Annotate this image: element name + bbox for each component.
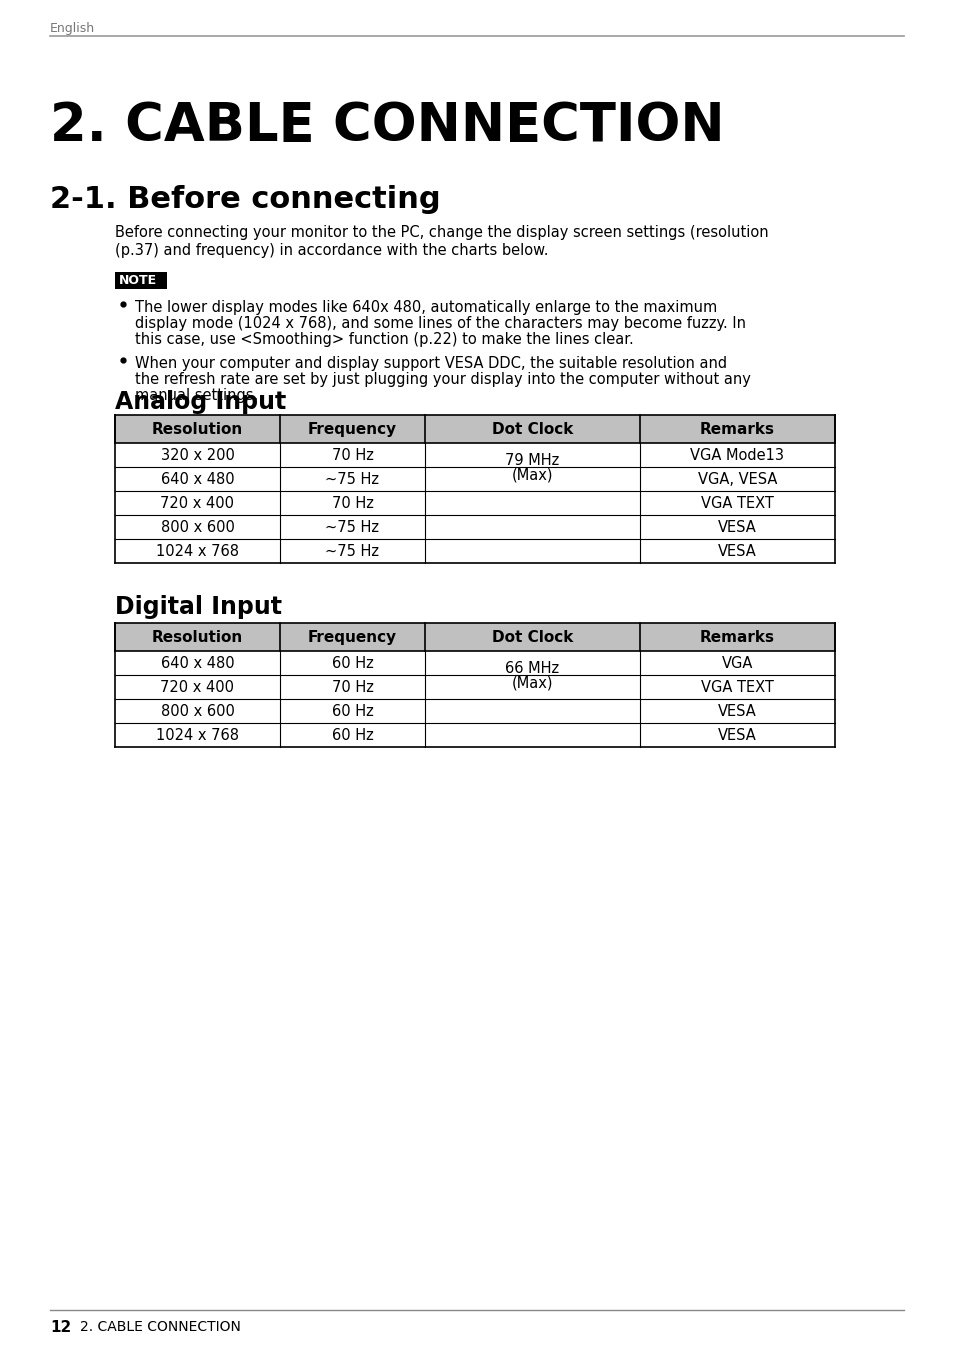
Text: (p.37) and frequency) in accordance with the charts below.: (p.37) and frequency) in accordance with… — [115, 243, 548, 257]
Text: 2. CABLE CONNECTION: 2. CABLE CONNECTION — [50, 100, 724, 152]
Text: Digital Input: Digital Input — [115, 594, 282, 619]
Text: 70 Hz: 70 Hz — [332, 496, 373, 511]
Text: Before connecting your monitor to the PC, change the display screen settings (re: Before connecting your monitor to the PC… — [115, 225, 768, 240]
Text: Resolution: Resolution — [152, 422, 243, 437]
Text: display mode (1024 x 768), and some lines of the characters may become fuzzy. In: display mode (1024 x 768), and some line… — [135, 315, 745, 332]
Text: Frequency: Frequency — [308, 422, 396, 437]
Text: 2-1. Before connecting: 2-1. Before connecting — [50, 185, 440, 214]
Text: Remarks: Remarks — [700, 422, 774, 437]
Text: 70 Hz: 70 Hz — [332, 679, 373, 696]
Text: VGA TEXT: VGA TEXT — [700, 496, 773, 511]
Text: Dot Clock: Dot Clock — [492, 630, 573, 644]
Text: 2. CABLE CONNECTION: 2. CABLE CONNECTION — [80, 1320, 240, 1335]
Text: this case, use <Smoothing> function (p.22) to make the lines clear.: this case, use <Smoothing> function (p.2… — [135, 332, 633, 346]
Text: Frequency: Frequency — [308, 630, 396, 644]
Text: 12: 12 — [50, 1320, 71, 1335]
Text: English: English — [50, 22, 95, 35]
Text: manual settings.: manual settings. — [135, 388, 258, 403]
Text: VESA: VESA — [718, 728, 756, 743]
Text: VGA: VGA — [721, 656, 753, 671]
Text: Analog Input: Analog Input — [115, 390, 286, 414]
Text: Dot Clock: Dot Clock — [492, 422, 573, 437]
Text: 800 x 600: 800 x 600 — [160, 704, 234, 718]
Text: ~75 Hz: ~75 Hz — [325, 520, 379, 535]
Text: VESA: VESA — [718, 704, 756, 718]
Text: 70 Hz: 70 Hz — [332, 448, 373, 462]
Text: VGA, VESA: VGA, VESA — [697, 472, 777, 487]
Text: 1024 x 768: 1024 x 768 — [156, 545, 239, 559]
Text: (Max): (Max) — [511, 466, 553, 483]
Text: The lower display modes like 640x 480, automatically enlarge to the maximum: The lower display modes like 640x 480, a… — [135, 301, 717, 315]
Text: ~75 Hz: ~75 Hz — [325, 545, 379, 559]
Text: (Max): (Max) — [511, 675, 553, 690]
Text: 66 MHz: 66 MHz — [505, 661, 559, 675]
Text: the refresh rate are set by just plugging your display into the computer without: the refresh rate are set by just pluggin… — [135, 372, 750, 387]
Text: 79 MHz: 79 MHz — [505, 453, 559, 468]
Text: VESA: VESA — [718, 545, 756, 559]
Text: 60 Hz: 60 Hz — [332, 656, 373, 671]
Text: Resolution: Resolution — [152, 630, 243, 644]
Text: VGA TEXT: VGA TEXT — [700, 679, 773, 696]
Bar — [115, 272, 167, 288]
Text: VGA Mode13: VGA Mode13 — [690, 448, 783, 462]
Text: 720 x 400: 720 x 400 — [160, 496, 234, 511]
Text: 60 Hz: 60 Hz — [332, 728, 373, 743]
Text: When your computer and display support VESA DDC, the suitable resolution and: When your computer and display support V… — [135, 356, 726, 371]
Text: Remarks: Remarks — [700, 630, 774, 644]
Bar — [115, 623, 834, 651]
Bar — [115, 415, 834, 443]
Text: 800 x 600: 800 x 600 — [160, 520, 234, 535]
Text: 640 x 480: 640 x 480 — [160, 656, 234, 671]
Text: VESA: VESA — [718, 520, 756, 535]
Text: 320 x 200: 320 x 200 — [160, 448, 234, 462]
Text: 1024 x 768: 1024 x 768 — [156, 728, 239, 743]
Text: ~75 Hz: ~75 Hz — [325, 472, 379, 487]
Text: 640 x 480: 640 x 480 — [160, 472, 234, 487]
Text: 60 Hz: 60 Hz — [332, 704, 373, 718]
Text: 720 x 400: 720 x 400 — [160, 679, 234, 696]
Text: NOTE: NOTE — [119, 274, 157, 287]
